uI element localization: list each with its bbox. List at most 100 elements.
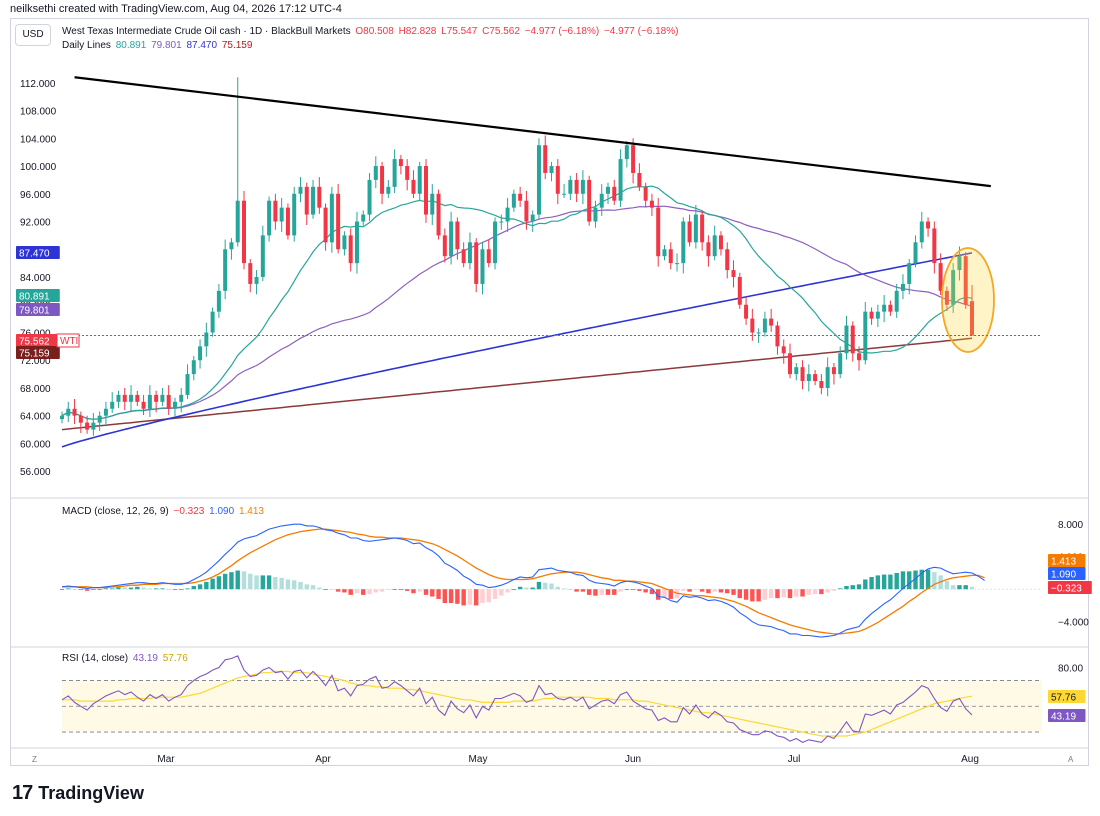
macd-histogram-bar [599,589,604,595]
rsi-badge-bg [1048,709,1086,722]
macd-legend[interactable]: MACD (close, 12, 26, 9) −0.323 1.090 1.4… [62,506,266,517]
macd-histogram-bar [266,575,272,590]
candle-body [348,235,353,264]
ohlc-low: L75.547 [441,26,478,37]
macd-histogram-bar [354,589,360,594]
currency-button[interactable]: USD [15,24,51,46]
candle-body [737,277,742,305]
candle-body [285,207,290,236]
tradingview-logo: 17 TradingView [12,782,144,805]
candle-body [524,200,529,222]
instrument-title[interactable]: West Texas Intermediate Crude Oil cash ·… [62,26,351,37]
macd-histogram-bar [110,588,115,590]
candle-body [198,346,203,361]
candle-body [580,179,585,194]
candle-body [179,394,184,402]
daily-lines-v4: 75.159 [221,40,253,51]
macd-histogram-bar [856,584,862,590]
rsi-line [61,655,973,744]
candle-body [668,249,673,264]
macd-histogram-bar [103,588,109,590]
candle-body [970,301,974,336]
macd-histogram-bar [116,587,121,590]
candle-body [775,325,780,347]
price-badge: 75.159 [19,349,50,360]
sma100-line [61,252,973,448]
macd-histogram-bar [875,575,881,590]
candle-body [103,408,108,416]
macd-histogram-bar [561,588,567,590]
candle-body [386,186,391,194]
macd-histogram-bar [147,588,153,590]
macd-histogram-bar [317,587,322,590]
macd-histogram-bar [743,589,749,600]
candle-body [216,290,221,312]
macd-histogram-bar [404,589,410,591]
month-label: Jul [788,754,801,765]
macd-histogram-bar [869,577,874,590]
candle-body [361,214,366,222]
daily-lines-v1: 80.891 [115,40,147,51]
candle-body [329,193,334,243]
candle-body [85,422,90,430]
price-tick-label: 104.000 [20,134,57,145]
candle-body [831,367,836,375]
candle-body [549,166,554,173]
candle-body [762,318,767,333]
trendline [74,76,991,188]
candle-body [442,235,447,257]
macd-histogram-bar [361,589,366,595]
macd-histogram-bar [417,589,422,592]
candle-body [631,145,636,173]
candle-body [461,249,466,264]
candle-body [800,367,805,382]
candle-body [530,214,535,222]
candle-body [932,228,937,264]
macd-histogram-bar [66,588,71,590]
macd-histogram-bar [505,589,510,593]
macd-histogram-bar [216,576,222,590]
price-tick-label: 60.000 [20,439,51,450]
macd-histogram-bar [379,589,385,592]
macd-histogram-bar [907,571,912,590]
macd-histogram-bar [298,581,303,590]
price-badge: 75.562 [19,337,50,348]
candle-body [116,394,121,402]
macd-histogram-bar [448,589,454,604]
macd-histogram-bar [800,589,805,597]
candle-body [405,166,410,180]
candle-body [298,186,303,194]
macd-histogram-bar [806,589,812,595]
macd-histogram-bar [950,585,956,590]
macd-histogram-bar [643,589,648,593]
rsi-legend[interactable]: RSI (14, close) 43.19 57.76 [62,653,190,664]
macd-histogram-bar [524,587,529,590]
credit-text: neilksethi created with TradingView.com,… [10,3,342,15]
month-label: May [469,754,488,765]
candle-body [712,235,717,257]
daily-lines-legend[interactable]: Daily Lines 80.891 79.801 87.470 75.159 [62,40,254,51]
macd-histogram-bar [210,578,215,590]
candle-body [882,304,887,312]
title-legend: West Texas Intermediate Crude Oil cash ·… [62,26,680,37]
candle-body [267,200,272,236]
candle-body [794,367,799,375]
macd-histogram-bar [944,581,950,590]
candle-body [223,249,228,291]
macd-histogram-bar [932,572,937,590]
rsi-tick-label: 80.00 [1058,664,1083,675]
candle-body [242,200,246,264]
macd-histogram-bar [430,589,435,597]
price-chart-svg[interactable]: 112.000 108.000 104.000 100.000 96.000 92.000… [0,0,1100,780]
macd-histogram-bar [260,575,266,590]
macd-histogram-bar [718,589,724,593]
candle-body [411,179,416,194]
macd-histogram-bar [467,589,473,605]
candle-body [731,270,736,277]
candle-body [160,394,165,402]
zoom-reset-button: Z [32,755,37,764]
macd-histogram-bar [637,589,642,591]
rsi-ma-line [62,670,973,737]
macd-histogram-bar [461,589,466,606]
candle-body [919,221,924,243]
